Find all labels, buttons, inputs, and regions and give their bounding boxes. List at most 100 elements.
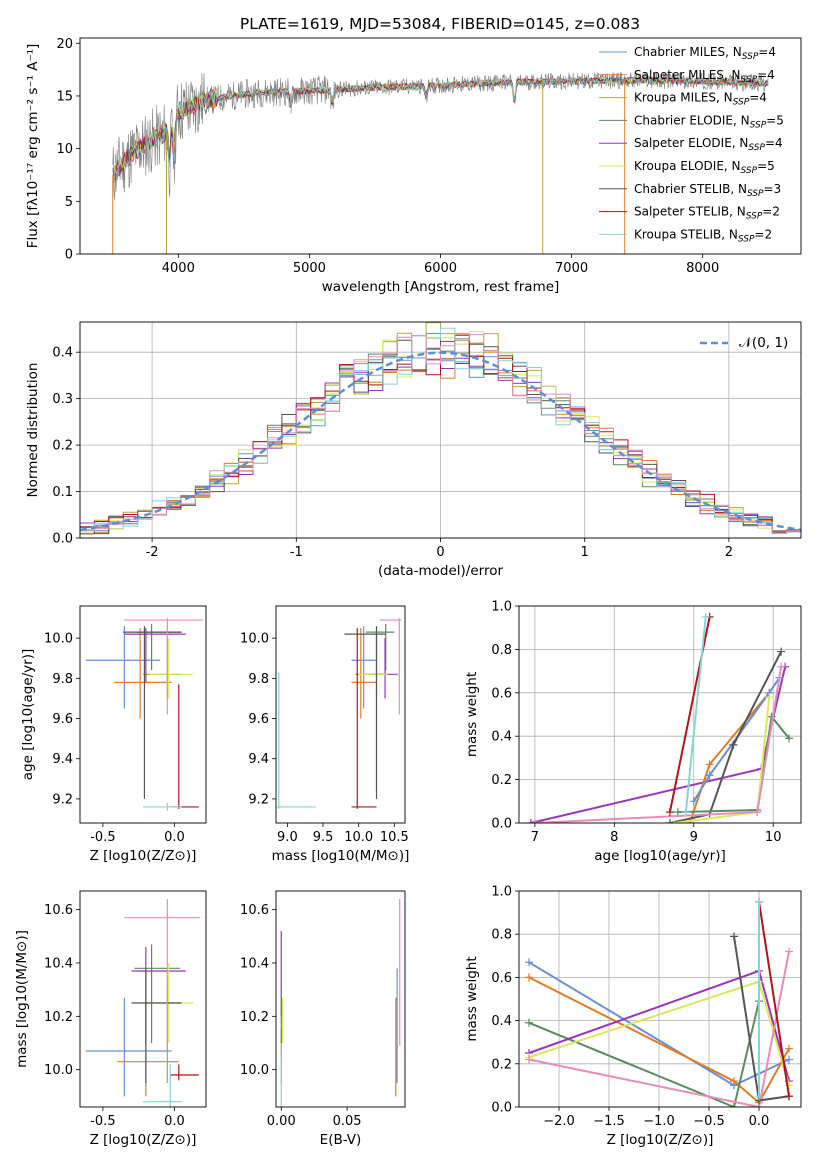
weight-marker xyxy=(730,1077,738,1086)
legend-label: Chabrier ELODIE, NSSP=5 xyxy=(634,113,784,130)
weight-line xyxy=(669,651,782,823)
y-tick-label: 10.4 xyxy=(44,957,73,972)
axes-frame xyxy=(79,605,207,824)
x-tick-label: 6000 xyxy=(424,261,457,276)
weight-marker xyxy=(665,819,674,823)
plot-area-weight_vs_Z xyxy=(525,897,793,1107)
x-tick-label: −1.0 xyxy=(643,1114,675,1129)
weight-line xyxy=(528,1000,760,1107)
axes-frame xyxy=(275,890,406,1108)
weight-marker xyxy=(689,797,698,806)
model-line xyxy=(112,76,769,181)
weight-marker xyxy=(701,612,710,621)
y-axis-label: mass weight xyxy=(464,672,480,757)
x-axis-label: E(B-V) xyxy=(320,1132,362,1148)
y-tick-label: 9.4 xyxy=(248,752,269,767)
weight-marker xyxy=(785,734,794,743)
y-tick-label: 10.0 xyxy=(240,632,269,647)
x-tick-label: 9 xyxy=(690,830,698,845)
y-tick-label: 0.0 xyxy=(491,817,512,832)
y-tick-label: 9.8 xyxy=(52,672,73,687)
x-tick-label: 7 xyxy=(531,830,539,845)
x-tick-label: 2 xyxy=(725,545,733,560)
weight-marker xyxy=(777,662,786,671)
y-tick-label: 9.6 xyxy=(52,712,73,727)
y-tick-label: 10.2 xyxy=(44,1010,73,1025)
axes-mass_vs_ebv: 0.00 0.05 10.0 10.2 10.4 10.6 E(B-V) xyxy=(240,890,406,1148)
x-tick-label: 5000 xyxy=(293,261,326,276)
x-tick-label: 8 xyxy=(610,830,618,845)
axes-frame xyxy=(275,605,406,824)
y-tick-label: 0.2 xyxy=(52,439,73,454)
weight-line xyxy=(758,901,790,1097)
plot-area-age_vs_Z xyxy=(85,618,204,811)
axes-frame xyxy=(79,37,802,255)
x-tick-label: 0.0 xyxy=(164,830,185,845)
weight-marker xyxy=(753,808,762,817)
weight-marker xyxy=(755,1092,763,1101)
y-tick-label: 0.0 xyxy=(52,532,73,547)
x-tick-label: 0.00 xyxy=(267,1114,296,1129)
x-axis-label: Z [log10(Z/Z⊙)] xyxy=(607,1132,714,1148)
y-tick-label: 0.4 xyxy=(491,730,512,745)
axes-weight_vs_Z: −2.0 −1.5 −1.0 −0.5 0.0 0.0 0.2 0.4 0.6 0.8 1.0 Z [… xyxy=(464,885,802,1148)
weight-marker xyxy=(765,693,774,702)
y-tick-label: 9.8 xyxy=(248,672,269,687)
legend-label: Chabrier MILES, NSSP=4 xyxy=(634,45,776,62)
y-tick-label: 20 xyxy=(56,37,73,52)
x-tick-label: -0.5 xyxy=(90,830,115,845)
weight-line xyxy=(528,976,790,1105)
plot-area-spectrum xyxy=(112,72,769,254)
weight-line xyxy=(684,616,707,813)
x-tick-label: 10 xyxy=(765,830,782,845)
axes-weight_vs_age: 7 8 9 10 0.0 0.2 0.4 0.6 0.8 1.0 age [log10(age/yr… xyxy=(464,600,802,864)
x-tick-label: -1 xyxy=(290,545,303,560)
axes-spectrum: 4000 5000 6000 7000 8000 0 5 10 15 20 wavelength [… xyxy=(25,37,802,295)
weight-marker xyxy=(777,647,786,656)
y-tick-label: 0.4 xyxy=(52,346,73,361)
weight-marker xyxy=(785,1055,793,1064)
y-tick-label: 0.3 xyxy=(52,392,73,407)
y-tick-label: 1.0 xyxy=(491,885,512,900)
legend-label: Kroupa STELIB, NSSP=2 xyxy=(634,227,772,244)
weight-marker xyxy=(730,932,738,941)
weight-marker xyxy=(525,1018,533,1027)
y-axis-label: Flux [fλ10⁻¹⁷ erg cm⁻² s⁻¹ A⁻¹] xyxy=(25,44,41,249)
x-axis-label: wavelength [Angstrom, rest frame] xyxy=(322,279,560,295)
weight-marker xyxy=(785,947,793,956)
x-tick-label: −1.5 xyxy=(593,1114,625,1129)
plot-area-mass_vs_Z xyxy=(85,899,201,1107)
y-tick-label: 0.2 xyxy=(491,773,512,788)
x-tick-label: 8000 xyxy=(686,261,719,276)
plot-area-residuals xyxy=(80,322,801,538)
y-tick-label: 9.2 xyxy=(52,792,73,807)
plot-area-mass_vs_ebv xyxy=(280,899,401,1107)
weight-line xyxy=(534,666,783,823)
weight-marker xyxy=(525,1055,533,1064)
legend-label: Salpeter ELODIE, NSSP=4 xyxy=(634,136,783,153)
y-tick-label: 0.6 xyxy=(491,971,512,986)
weight-marker xyxy=(525,958,533,967)
y-axis-label: Normed distribution xyxy=(25,363,41,498)
x-tick-label: −2.0 xyxy=(543,1114,575,1129)
x-axis-label: Z [log10(Z/Z⊙)] xyxy=(90,848,197,864)
axes-age_vs_Z: -0.5 0.0 9.2 9.4 9.6 9.8 10.0 Z [log10(Z/Z⊙)] ag… xyxy=(20,605,207,864)
axes-mass_vs_Z: -0.5 0.0 10.0 10.2 10.4 10.6 Z [log10(Z/Z⊙)] ma… xyxy=(14,890,207,1148)
y-axis-label: mass weight xyxy=(464,956,480,1041)
axes-age_vs_mass: 9.0 9.5 10.0 10.5 9.2 9.4 9.6 9.8 10.0 mass [log1… xyxy=(240,605,409,864)
y-tick-label: 15 xyxy=(56,89,73,104)
plot-area-weight_vs_age xyxy=(526,612,794,823)
y-tick-label: 0 xyxy=(65,248,73,263)
x-tick-label: 1 xyxy=(581,545,589,560)
weight-marker xyxy=(730,1103,738,1107)
legend-label: 𝒩(0, 1) xyxy=(739,335,788,351)
x-tick-label: 0.0 xyxy=(749,1114,770,1129)
x-axis-label: (data-model)/error xyxy=(378,563,504,579)
axes-frame xyxy=(79,890,207,1108)
x-tick-label: 10.5 xyxy=(380,830,409,845)
weight-marker xyxy=(705,760,714,769)
y-axis-label: age [log10(age/yr)] xyxy=(20,649,36,781)
y-tick-label: 10.6 xyxy=(44,903,73,918)
x-tick-label: -0.5 xyxy=(90,1114,115,1129)
